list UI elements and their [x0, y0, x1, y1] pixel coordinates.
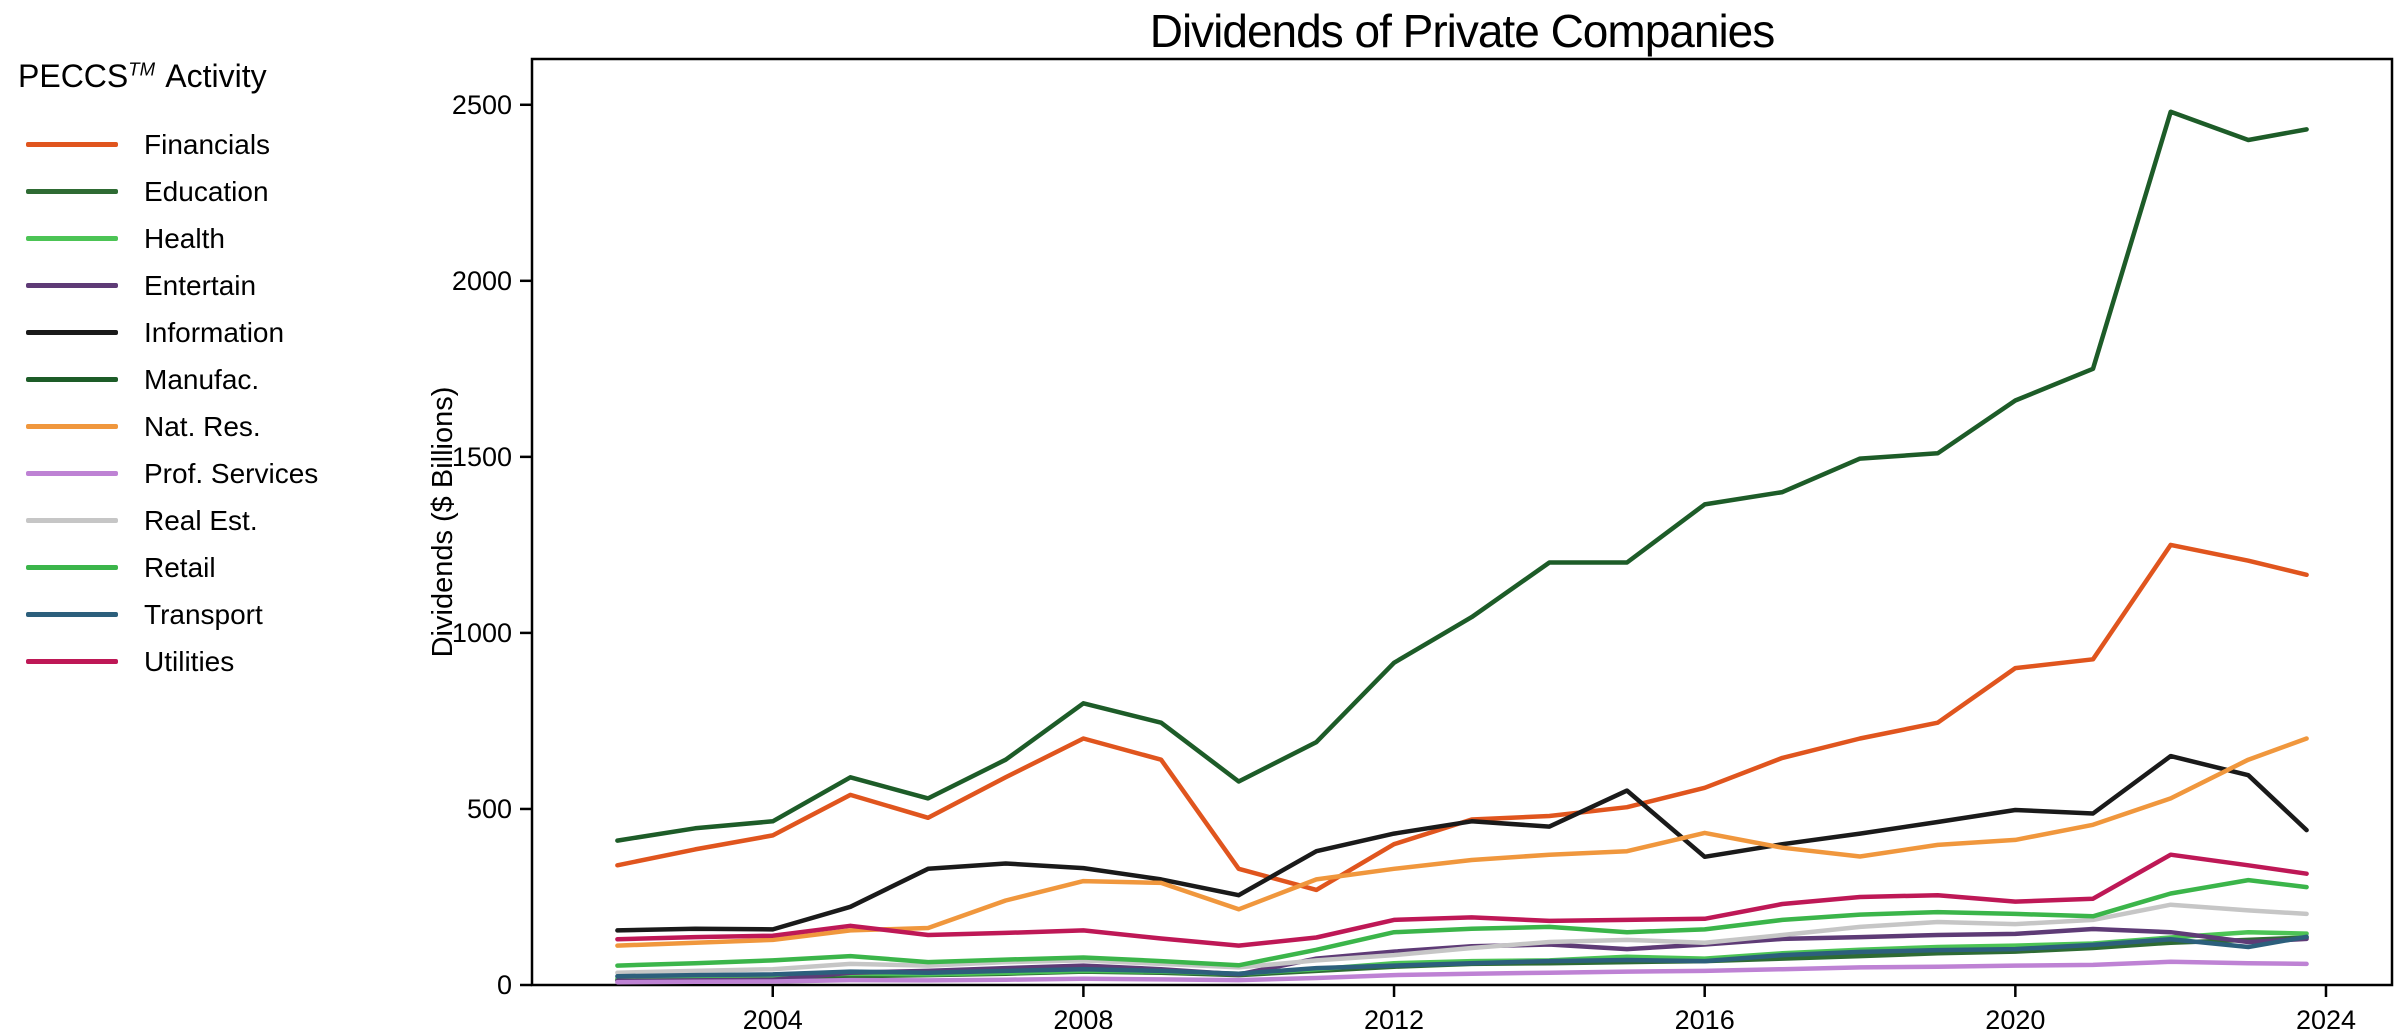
chart-line-real-est — [615, 902, 2309, 975]
legend-item-entertain: Entertain — [18, 262, 488, 309]
legend-swatch — [26, 424, 118, 429]
y-tick-label: 0 — [497, 970, 512, 1000]
axes-box — [530, 57, 2394, 987]
legend-item-nat-res: Nat. Res. — [18, 403, 488, 450]
x-tick-label: 2020 — [1985, 1005, 2045, 1029]
legend-label: Information — [144, 316, 285, 348]
chart-line-manufac — [615, 109, 2309, 843]
legend-label: Real Est. — [144, 504, 258, 536]
legend-item-information: Information — [18, 309, 488, 356]
chart-line-transport — [615, 934, 2309, 979]
legend-label: Transport — [144, 598, 263, 630]
y-tick-label: 2000 — [452, 266, 512, 296]
chart-line-retail — [615, 877, 2309, 968]
chart-title: Dividends of Private Companies — [1149, 5, 1776, 57]
legend-label: Education — [144, 175, 269, 207]
legend-label: Retail — [144, 551, 216, 583]
legend-swatch — [26, 659, 118, 664]
legend-label: Nat. Res. — [144, 410, 261, 442]
legend-title: PECCSTM Activity — [18, 58, 488, 95]
y-tick-label: 1000 — [452, 618, 512, 648]
legend-swatch — [26, 330, 118, 335]
legend-swatch — [26, 377, 118, 382]
legend-label: Entertain — [144, 269, 257, 301]
legend-item-utilities: Utilities — [18, 638, 488, 685]
x-tick-label: 2024 — [2296, 1005, 2356, 1029]
y-tick-label: 500 — [467, 794, 512, 824]
x-tick-label: 2016 — [1675, 1005, 1735, 1029]
legend-item-retail: Retail — [18, 544, 488, 591]
legend-item-prof-services: Prof. Services — [18, 450, 488, 497]
chart-line-financials — [615, 542, 2309, 893]
legend-title-tm: TM — [128, 58, 156, 80]
legend: PECCSTM Activity Financials Education Healt… — [18, 58, 488, 685]
legend-title-prefix: PECCS — [18, 58, 129, 94]
chart-line-information — [615, 753, 2309, 933]
legend-item-transport: Transport — [18, 591, 488, 638]
legend-swatch — [26, 189, 118, 194]
y-tick-label: 1500 — [452, 442, 512, 472]
x-tick-label: 2004 — [743, 1005, 803, 1029]
legend-swatch — [26, 612, 118, 617]
x-tick-label: 2008 — [1053, 1005, 1113, 1029]
y-axis-label: Dividends ($ Billions) — [427, 387, 459, 658]
legend-title-suffix: Activity — [165, 58, 267, 94]
legend-swatch — [26, 471, 118, 476]
chart-line-nat-res — [615, 736, 2309, 948]
legend-item-health: Health — [18, 215, 488, 262]
legend-swatch — [26, 142, 118, 147]
legend-swatch — [26, 565, 118, 570]
legend-items: Financials Education Health Entertain Inform… — [18, 121, 488, 685]
legend-label: Prof. Services — [144, 457, 319, 489]
legend-item-manufac: Manufac. — [18, 356, 488, 403]
legend-item-financials: Financials — [18, 121, 488, 168]
chart-line-utilities — [615, 852, 2309, 948]
y-tick-label: 2500 — [452, 90, 512, 120]
legend-label: Health — [144, 222, 225, 254]
legend-label: Financials — [144, 128, 271, 160]
legend-label: Manufac. — [144, 363, 260, 395]
chart-line-prof-services — [615, 959, 2309, 985]
legend-item-education: Education — [18, 168, 488, 215]
x-tick-label: 2012 — [1364, 1005, 1424, 1029]
legend-swatch — [26, 283, 118, 288]
legend-item-real-est: Real Est. — [18, 497, 488, 544]
legend-swatch — [26, 236, 118, 241]
legend-label: Utilities — [144, 645, 235, 677]
legend-swatch — [26, 518, 118, 523]
